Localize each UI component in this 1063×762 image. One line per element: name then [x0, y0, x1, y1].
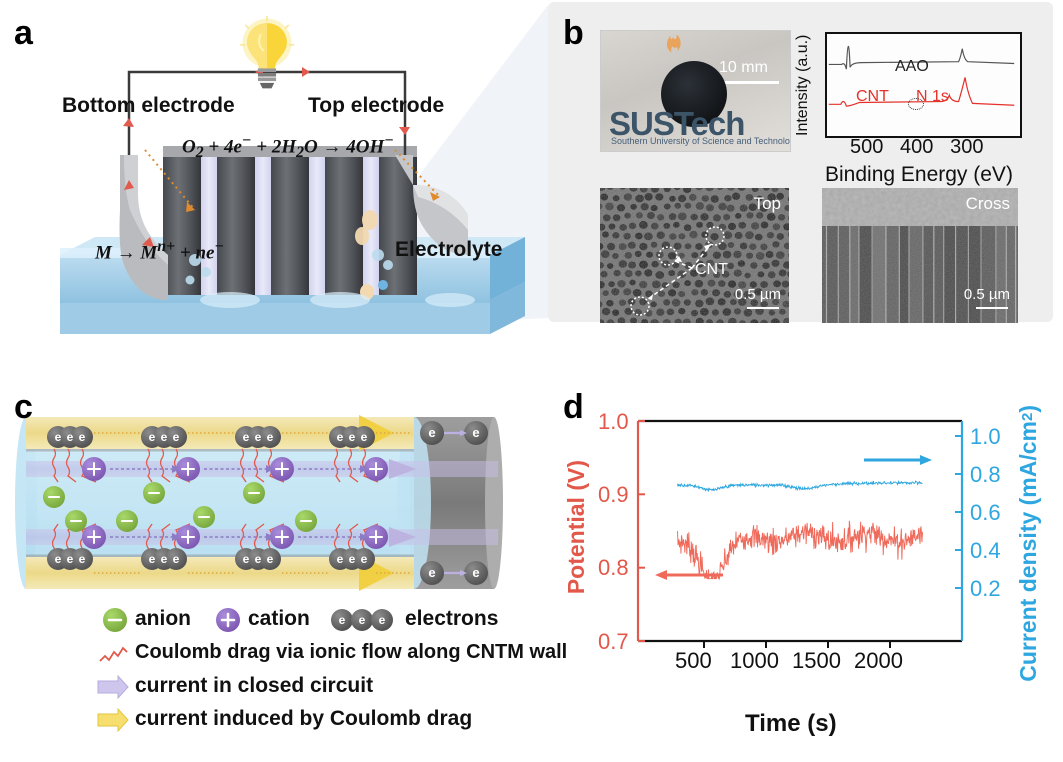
svg-text:e: e — [79, 552, 86, 566]
svg-text:e: e — [243, 552, 250, 566]
svg-text:e: e — [339, 613, 346, 627]
svg-text:e: e — [361, 430, 368, 444]
svg-text:e: e — [379, 613, 386, 627]
svg-text:e: e — [55, 552, 62, 566]
svg-text:e: e — [472, 565, 479, 580]
svg-text:e: e — [255, 552, 262, 566]
svg-text:e: e — [243, 430, 250, 444]
svg-text:e: e — [349, 552, 356, 566]
svg-text:e: e — [173, 430, 180, 444]
svg-text:e: e — [267, 552, 274, 566]
svg-text:e: e — [267, 430, 274, 444]
svg-text:e: e — [173, 552, 180, 566]
svg-text:e: e — [255, 430, 262, 444]
svg-text:e: e — [337, 430, 344, 444]
svg-text:e: e — [79, 430, 86, 444]
svg-text:e: e — [149, 430, 156, 444]
svg-text:e: e — [337, 552, 344, 566]
svg-text:e: e — [55, 430, 62, 444]
svg-text:e: e — [161, 552, 168, 566]
svg-text:e: e — [67, 552, 74, 566]
svg-text:e: e — [359, 613, 366, 627]
svg-text:e: e — [349, 430, 356, 444]
svg-text:e: e — [67, 430, 74, 444]
svg-text:e: e — [161, 430, 168, 444]
svg-text:e: e — [361, 552, 368, 566]
svg-text:e: e — [428, 565, 435, 580]
svg-text:e: e — [472, 425, 479, 440]
svg-text:e: e — [428, 425, 435, 440]
svg-text:e: e — [149, 552, 156, 566]
